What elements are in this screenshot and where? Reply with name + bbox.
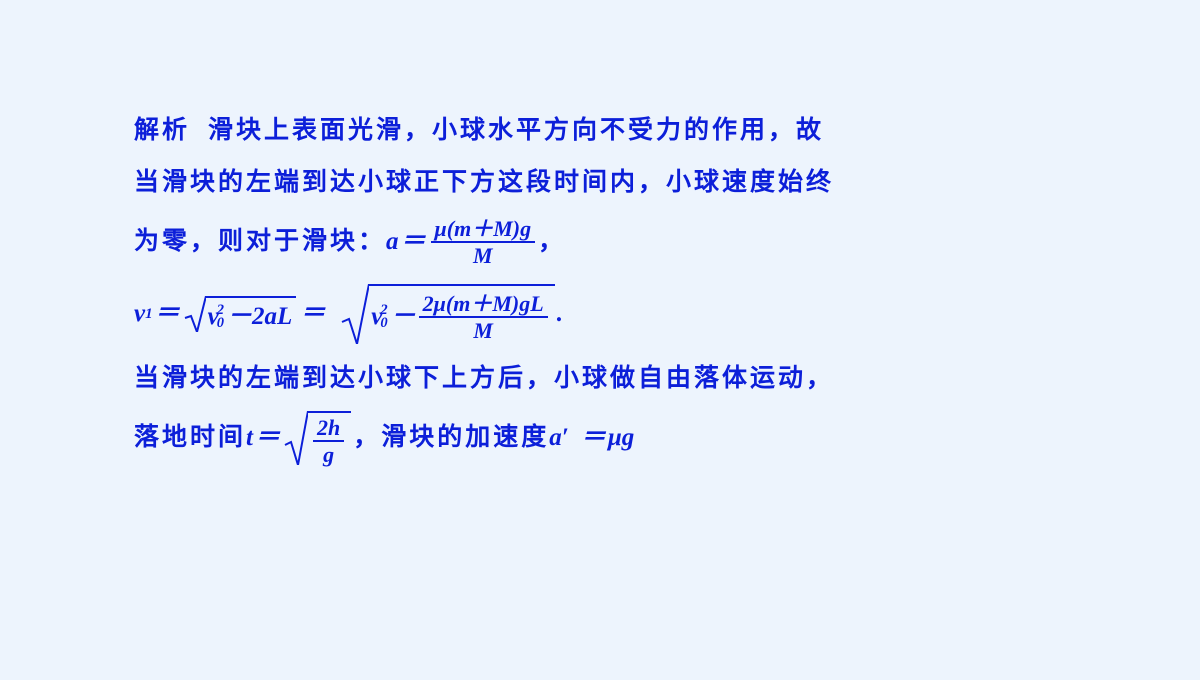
text-2: 当滑块的左端到达小球正下方这段时间内，小球速度始终: [134, 157, 834, 208]
eq2-sqrt1-rad: v 2 0 － 2aL: [206, 296, 297, 332]
eq2-tail: .: [557, 288, 566, 339]
eq2-s2-frac: 2μ(m＋M)gL M: [419, 291, 548, 344]
line-5: 当滑块的左端到达小球下上方后，小球做自由落体运动，: [134, 353, 1072, 405]
eq3-num: 2h: [313, 415, 344, 442]
eq1-eq: ＝: [401, 216, 426, 267]
eq3-den: g: [319, 442, 338, 467]
eq2-eq2: ＝: [300, 288, 325, 339]
eq2-s2-den: M: [469, 318, 497, 343]
text-5: 当滑块的左端到达小球下上方后，小球做自由落体运动，: [134, 353, 834, 404]
eq2-s2-supsub: 2 0: [380, 304, 390, 330]
solution-label: 解析: [134, 105, 190, 156]
radical-sign-2: [341, 284, 369, 344]
eq2-s2-minus: －: [391, 291, 416, 342]
eq1-num: μ(m＋M)g: [431, 216, 536, 243]
text-6-pre: 落地时间: [134, 412, 246, 463]
radical-sign-3: [284, 411, 308, 465]
text-6-mid: 滑块的加速度: [381, 412, 549, 463]
eq2-sqrt2: v 2 0 － 2μ(m＋M)gL M: [341, 284, 554, 344]
eq2-s2-sub: 0: [380, 317, 390, 330]
eq1-frac: μ(m＋M)g M: [431, 216, 536, 269]
eq3-frac: 2h g: [313, 415, 344, 468]
line-1: 解析 滑块上表面光滑，小球水平方向不受力的作用，故: [134, 105, 1072, 157]
eq4-rhs: μg: [608, 412, 634, 463]
eq3-sqrt: 2h g: [284, 411, 351, 465]
eq2-s1-2aL: 2aL: [252, 291, 292, 342]
line-2: 当滑块的左端到达小球正下方这段时间内，小球速度始终: [134, 157, 1072, 209]
eq2-s1-minus: －: [227, 291, 252, 342]
eq3-tail: ，: [353, 412, 381, 463]
solution-body: 解析 滑块上表面光滑，小球水平方向不受力的作用，故 当滑块的左端到达小球正下方这…: [134, 105, 1072, 471]
eq3-eq: ＝: [255, 412, 280, 463]
eq2-sqrt1: v 2 0 － 2aL: [184, 296, 297, 332]
eq2-eq1: ＝: [155, 288, 180, 339]
eq2-sub1: 1: [145, 299, 153, 330]
eq2-s1-supsub: 2 0: [217, 304, 227, 330]
eq2-s1-sub: 0: [217, 317, 227, 330]
line-6: 落地时间 t ＝ 2h g ， 滑块的加速度 a′ ＝ μg: [134, 405, 1072, 471]
line-3: 为零，则对于滑块： a ＝ μ(m＋M)g M ，: [134, 209, 1072, 275]
eq4-eq: ＝: [581, 412, 606, 463]
eq3-t: t: [246, 412, 253, 463]
eq2-sqrt2-rad: v 2 0 － 2μ(m＋M)gL M: [369, 284, 554, 344]
eq2-v: v: [134, 288, 145, 339]
eq4-a: a′: [549, 412, 569, 463]
eq1-lhs: a: [386, 216, 399, 267]
text-1a: 滑块上表面光滑，小球水平方向不受力的作用，故: [208, 105, 824, 156]
radical-sign-1: [184, 296, 206, 332]
eq1-den: M: [469, 243, 497, 268]
eq2-s2-num: 2μ(m＋M)gL: [419, 291, 548, 318]
eq1-tail: ，: [538, 216, 566, 267]
line-4: v 1 ＝ v 2 0 － 2aL ＝ v: [134, 275, 1072, 353]
eq3-rad: 2h g: [308, 411, 351, 465]
text-3-pre: 为零，则对于滑块：: [134, 216, 386, 267]
